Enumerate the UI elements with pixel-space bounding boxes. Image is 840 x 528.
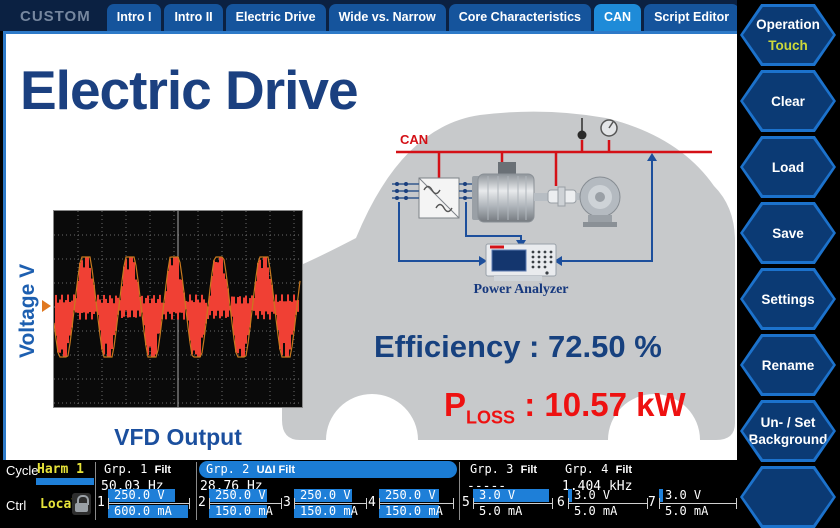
scope-caption: VFD Output: [114, 424, 242, 450]
channel-4[interactable]: 4 250.0 V 150.0 mA: [368, 486, 454, 520]
channel-1[interactable]: 1 250.0 V 600.0 mA: [97, 486, 190, 520]
channel-current-range: 150.0 mA: [300, 504, 358, 518]
efficiency-readout: Efficiency : 72.50 %: [374, 329, 662, 365]
gauge-icon: [600, 119, 618, 137]
channel-current-range: 150.0 mA: [385, 504, 443, 518]
channel-current-range: 150.0 mA: [215, 504, 273, 518]
tab-intro-2[interactable]: Intro II: [164, 4, 223, 31]
tab-script-editor[interactable]: Script Editor: [644, 4, 740, 31]
trigger-marker-icon: [42, 300, 51, 312]
status-bar: Cycle Harm 1 Ctrl Local Grp. 1 Filt 50.0…: [0, 460, 737, 525]
group4-header[interactable]: Grp. 4 Filt: [565, 462, 633, 476]
settings-button[interactable]: Settings: [740, 268, 836, 330]
ctrl-mode-value[interactable]: Local: [40, 497, 80, 512]
channel-current-range: 600.0 mA: [114, 504, 172, 518]
operation-mode-value: Touch: [768, 38, 808, 53]
ploss-symbol: P: [444, 386, 467, 423]
channel-current-range: 5.0 mA: [479, 504, 523, 518]
lock-icon[interactable]: [72, 493, 91, 515]
power-analyzer-icon: [485, 243, 557, 281]
channel-current-range: 5.0 mA: [574, 504, 618, 518]
channel-7[interactable]: 7 3.0 V 5.0 mA: [648, 486, 737, 520]
measurement-wiring: [398, 161, 653, 262]
page-title: Electric Drive: [20, 59, 359, 121]
statusbar-divider: [95, 462, 96, 520]
channel-voltage-range: 250.0 V: [215, 488, 266, 502]
cycle-mode-value[interactable]: Harm 1: [37, 462, 84, 477]
clear-button[interactable]: Clear: [740, 70, 836, 132]
inverter-icon: [418, 177, 460, 219]
group4-frequency: 1.404 kHz: [562, 479, 633, 494]
efficiency-value: 72.50 %: [548, 329, 662, 364]
main-panel: Electric Drive CAN: [3, 31, 737, 460]
channel-voltage-range: 250.0 V: [114, 488, 165, 502]
ctrl-label: Ctrl: [6, 498, 27, 513]
statusbar-divider: [196, 462, 197, 520]
unset-background-button[interactable]: Un- / Set Background: [740, 400, 836, 462]
vfd-waveform: [53, 211, 302, 407]
load-machine-icon: [579, 176, 621, 227]
channel-voltage-range: 250.0 V: [385, 488, 436, 502]
channel-2[interactable]: 2 250.0 V 150.0 mA: [198, 486, 282, 520]
softkey-sidebar: Operation Touch Clear Load Save Settings …: [737, 0, 840, 528]
channel-voltage-range: 3.0 V: [479, 488, 516, 502]
blank-button[interactable]: [740, 466, 836, 528]
ploss-value: 10.57 kW: [544, 386, 686, 423]
group2-header-selected[interactable]: Grp. 2 UΔI Filt: [199, 461, 457, 478]
electric-drive-diagram: CAN: [276, 78, 737, 450]
statusbar-divider: [459, 462, 460, 520]
group1-header[interactable]: Grp. 1 Filt: [104, 462, 172, 476]
ploss-separator: :: [524, 386, 536, 423]
save-button[interactable]: Save: [740, 202, 836, 264]
tab-core-characteristics[interactable]: Core Characteristics: [448, 4, 591, 31]
custom-label: CUSTOM: [20, 8, 91, 25]
scope-y-axis-label: Voltage V: [16, 263, 39, 359]
ploss-readout: PLOSS : 10.57 kW: [444, 386, 686, 429]
tab-electric-drive[interactable]: Electric Drive: [225, 4, 326, 31]
tab-bar: CUSTOM Intro I Intro II Electric Drive W…: [0, 0, 740, 31]
cycle-progress-bar: [36, 478, 94, 485]
ploss-subscript: LOSS: [466, 407, 516, 428]
channel-voltage-range: 250.0 V: [300, 488, 351, 502]
vfd-scope: [53, 210, 303, 408]
motor-icon: [472, 162, 550, 223]
channel-5[interactable]: 5 3.0 V 5.0 mA: [462, 486, 553, 520]
cycle-label: Cycle: [6, 463, 39, 478]
phase-dots: [395, 182, 467, 200]
tab-intro-1[interactable]: Intro I: [106, 4, 162, 31]
channel-3[interactable]: 3 250.0 V 150.0 mA: [283, 486, 367, 520]
can-drop-lines: [437, 140, 611, 186]
rename-button[interactable]: Rename: [740, 334, 836, 396]
efficiency-label: Efficiency :: [374, 329, 540, 364]
group3-header[interactable]: Grp. 3 Filt: [470, 462, 538, 476]
operation-button[interactable]: Operation Touch: [740, 4, 836, 66]
tab-can[interactable]: CAN: [594, 4, 642, 31]
can-bus-label: CAN: [400, 132, 428, 147]
channel-6[interactable]: 6 3.0 V 5.0 mA: [557, 486, 648, 520]
tab-wide-vs-narrow[interactable]: Wide vs. Narrow: [328, 4, 446, 31]
load-button[interactable]: Load: [740, 136, 836, 198]
channel-current-range: 5.0 mA: [665, 504, 709, 518]
channel-voltage-range: 3.0 V: [665, 488, 702, 502]
temperature-sensor-icon: [577, 118, 587, 140]
channel-voltage-range: 3.0 V: [574, 488, 611, 502]
power-analyzer-label: Power Analyzer: [474, 282, 569, 297]
